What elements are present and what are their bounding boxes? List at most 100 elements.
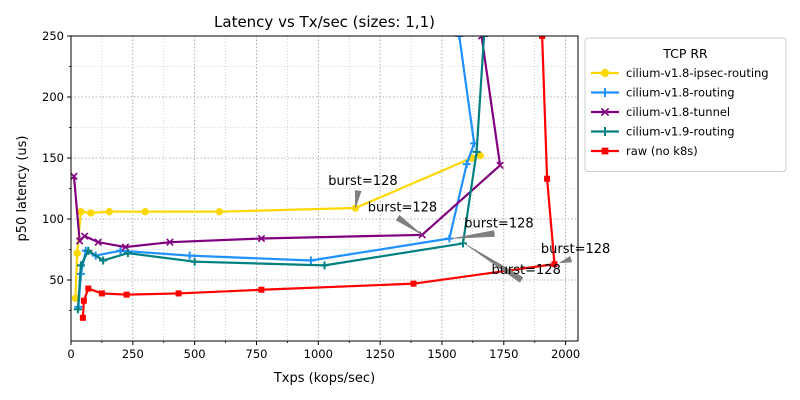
point-marker: [80, 297, 87, 304]
point-marker: [480, 36, 489, 40]
annotation-arrow: [354, 190, 362, 209]
y-tick-label: 250: [42, 29, 64, 43]
point-marker: [175, 290, 182, 297]
annotations: burst=128 burst=128 burst=128 burst=128 burs…: [328, 174, 610, 283]
legend-entry-2: cilium-v1.8-tunnel: [591, 105, 730, 119]
annotation-text: burst=128: [541, 242, 610, 257]
annotation-1: burst=128: [368, 201, 437, 236]
x-tick-label: 1750: [489, 347, 518, 361]
point-marker: [71, 172, 78, 181]
point-marker: [320, 261, 329, 270]
point-marker: [458, 239, 467, 248]
legend-label: cilium-v1.8-routing: [626, 86, 735, 100]
annotation-arrow: [395, 214, 423, 236]
annotation-arrow: [464, 243, 524, 283]
point-marker: [215, 207, 224, 216]
point-marker: [94, 238, 102, 246]
point-marker: [600, 68, 610, 78]
point-marker: [496, 161, 504, 170]
point-marker: [544, 175, 551, 182]
point-marker: [462, 160, 471, 169]
point-marker: [476, 151, 485, 160]
series-lines: [71, 36, 558, 321]
point-marker: [166, 238, 174, 246]
annotation-text: burst=128: [491, 263, 560, 278]
series-2: [71, 36, 504, 251]
point-marker: [306, 256, 315, 265]
point-marker: [85, 285, 92, 292]
x-tick-label: 750: [246, 347, 268, 361]
x-tick-label: 1000: [304, 347, 333, 361]
annotation-text: burst=128: [464, 217, 533, 232]
point-marker: [600, 88, 610, 97]
point-marker: [600, 127, 610, 136]
series-line: [76, 36, 486, 310]
point-marker: [257, 234, 266, 243]
point-marker: [76, 261, 85, 270]
point-marker: [472, 147, 481, 156]
point-marker: [84, 246, 93, 255]
annotation-2: burst=128: [451, 217, 534, 239]
annotation-arrow: [451, 230, 495, 239]
point-marker: [141, 207, 149, 216]
x-tick-label: 0: [67, 347, 74, 361]
point-marker: [190, 257, 199, 266]
legend-entry-4: raw (no k8s): [591, 144, 698, 158]
legend-label: raw (no k8s): [626, 144, 698, 158]
point-marker: [73, 249, 81, 257]
point-marker: [601, 147, 609, 155]
annotation-3: burst=128: [541, 242, 610, 264]
legend-title: TCP RR: [662, 46, 708, 61]
point-marker: [116, 246, 125, 255]
point-marker: [123, 249, 132, 258]
point-marker: [80, 232, 89, 240]
point-marker: [87, 209, 95, 217]
point-marker: [258, 286, 265, 293]
point-marker: [105, 207, 114, 216]
annotation-0: burst=128: [328, 174, 398, 209]
series-1: [74, 36, 479, 311]
x-axis-label: Txps (kops/sec): [273, 371, 375, 386]
series-4: [79, 36, 558, 321]
legend-entry-1: cilium-v1.8-routing: [591, 86, 735, 100]
annotation-arrow: [559, 255, 573, 264]
point-marker: [455, 36, 464, 40]
series-line: [77, 36, 476, 307]
point-marker: [99, 256, 108, 265]
point-marker: [77, 207, 85, 216]
y-tick-label: 200: [42, 90, 64, 104]
point-marker: [551, 261, 558, 268]
legend-label: cilium-v1.8-tunnel: [626, 105, 730, 119]
x-tick-label: 250: [122, 347, 144, 361]
point-marker: [600, 107, 610, 117]
axis-ticks: 0 250 500 750 1000 1250 1500 1750 2000 50 100 150 20…: [42, 29, 580, 361]
point-marker: [185, 251, 194, 260]
annotation-text: burst=128: [368, 201, 437, 216]
legend-box: [584, 37, 787, 172]
y-axis-label: p50 latency (us): [15, 136, 30, 242]
series-3: [73, 36, 489, 314]
point-marker: [123, 291, 130, 298]
chart-title: Latency vs Tx/sec (sizes: 1,1): [214, 13, 435, 31]
x-tick-label: 2000: [551, 347, 580, 361]
series-line: [74, 154, 481, 299]
legend-entry-0: cilium-v1.8-ipsec-routing: [591, 66, 769, 80]
x-tick-label: 1500: [427, 347, 456, 361]
point-marker: [410, 280, 417, 287]
y-tick-label: 50: [49, 273, 64, 287]
legend-label: cilium-v1.8-ipsec-routing: [626, 66, 769, 80]
legend-label: cilium-v1.9-routing: [626, 125, 735, 139]
annotation-4: burst=128: [464, 243, 561, 283]
legend: TCP RR cilium-v1.8-ipsec-routing cilium-v…: [584, 37, 787, 172]
x-tick-label: 500: [184, 347, 206, 361]
legend-entry-3: cilium-v1.9-routing: [591, 125, 735, 139]
point-marker: [98, 290, 105, 297]
point-marker: [539, 36, 546, 39]
y-tick-label: 100: [42, 212, 64, 226]
x-tick-label: 1250: [366, 347, 395, 361]
point-marker: [79, 314, 86, 321]
series-0: [71, 151, 485, 302]
point-marker: [73, 305, 82, 314]
annotation-text: burst=128: [328, 174, 397, 189]
